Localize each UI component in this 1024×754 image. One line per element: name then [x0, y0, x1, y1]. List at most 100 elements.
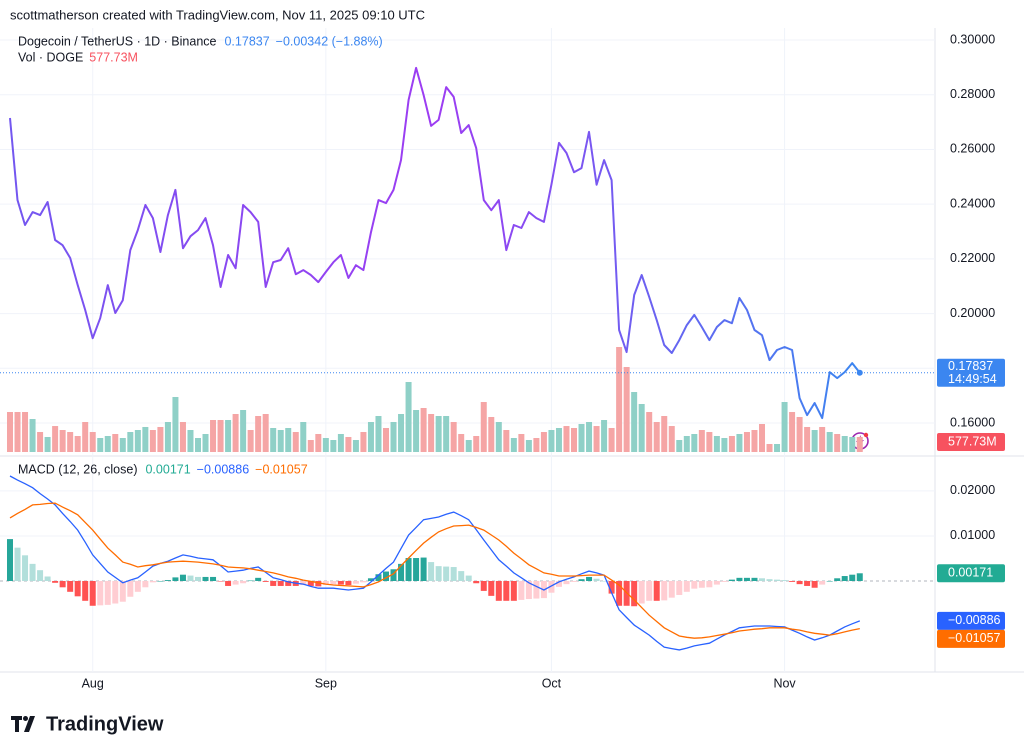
volume-bar	[804, 426, 811, 452]
histogram-bar	[127, 580, 134, 597]
histogram-bar	[398, 563, 405, 581]
volume-bar	[142, 426, 149, 452]
histogram-bar	[255, 577, 262, 581]
volume-bar	[713, 436, 720, 452]
histogram-bar	[849, 574, 856, 581]
histogram-bar	[563, 580, 570, 585]
histogram-bar	[826, 580, 833, 582]
histogram-bar	[789, 580, 796, 582]
volume-bar	[631, 392, 638, 452]
volume-bar	[22, 412, 29, 452]
x-tick-label: Nov	[773, 676, 796, 690]
histogram-bar	[601, 580, 608, 582]
volume-bar	[586, 422, 593, 452]
histogram-bar	[728, 579, 735, 581]
y-tick-label: 0.26000	[950, 142, 995, 156]
histogram-bar	[495, 580, 502, 601]
histogram-bar	[503, 580, 510, 601]
volume-bar	[616, 347, 623, 452]
y-tick-label: 0.28000	[950, 87, 995, 101]
y-tick-label: 0.20000	[950, 306, 995, 320]
histogram-bar	[285, 580, 292, 586]
histogram-bar	[804, 580, 811, 586]
histogram-bar	[420, 557, 427, 581]
volume-bar	[225, 420, 232, 452]
volume-bar	[774, 444, 781, 452]
volume-bar	[751, 430, 758, 452]
volume-bar	[443, 416, 450, 452]
volume-bar	[435, 416, 442, 452]
volume-bar	[307, 440, 314, 452]
volume-bar	[217, 420, 224, 452]
histogram-bar	[488, 580, 495, 596]
volume-bar	[119, 438, 126, 452]
volume-bar	[37, 432, 44, 452]
histogram-bar	[134, 580, 141, 592]
volume-bar	[195, 438, 201, 452]
histogram-bar	[112, 580, 119, 604]
histogram-bar	[736, 577, 743, 581]
histogram-bar	[52, 580, 59, 583]
volume-bar	[781, 402, 788, 452]
histogram-bar	[465, 575, 472, 581]
volume-bar	[789, 412, 796, 452]
volume-bar	[728, 436, 735, 452]
histogram-bar	[834, 578, 841, 581]
histogram-bar	[97, 580, 104, 606]
histogram-bar	[67, 580, 74, 592]
volume-bar	[187, 430, 194, 452]
histogram-bar	[450, 567, 457, 581]
volume-bar	[44, 436, 51, 452]
histogram-bar	[300, 580, 307, 586]
volume-bar	[698, 430, 705, 452]
histogram-bar	[811, 580, 818, 588]
x-tick-label: Aug	[82, 676, 104, 690]
volume-bar	[157, 426, 164, 452]
price-line	[9, 66, 861, 420]
volume-bar	[375, 416, 382, 452]
volume-bar	[398, 414, 405, 452]
price-tag-value: 0.17837	[948, 359, 993, 373]
histogram-bar	[202, 576, 209, 581]
histogram-bar	[179, 574, 186, 581]
credit: scottmatherson created with TradingView.…	[10, 7, 425, 22]
volume-bar	[179, 422, 186, 452]
histogram-bar	[390, 569, 397, 581]
volume-bar	[300, 422, 307, 452]
volume-tag	[937, 432, 1005, 451]
histogram-bar	[638, 580, 645, 604]
histogram-bar	[525, 580, 532, 600]
histogram-bar	[661, 580, 668, 601]
histogram-bar	[691, 580, 698, 589]
legend-text: MACD (12, 26, close)	[18, 462, 137, 476]
volume-bar	[97, 438, 104, 452]
histogram-bar	[7, 539, 13, 581]
legend-text: 0.17837	[224, 34, 269, 48]
legend-text: 577.73M	[89, 50, 138, 64]
histogram-bar	[330, 580, 337, 585]
histogram-bar	[653, 580, 660, 601]
volume-bar	[766, 444, 773, 452]
histogram-bar	[593, 578, 600, 581]
volume-bar	[270, 428, 277, 452]
histogram-tag	[937, 564, 1005, 583]
histogram-bar	[413, 558, 420, 581]
volume-bar	[14, 412, 21, 452]
histogram-bar	[225, 580, 232, 586]
histogram-bar	[586, 576, 593, 581]
volume-bar	[390, 422, 397, 452]
volume-bar	[450, 422, 457, 452]
volume-bar	[601, 420, 608, 452]
histogram-bar	[142, 580, 149, 588]
volume-bar	[89, 432, 96, 452]
price-tag-countdown: 14:49:54	[948, 372, 997, 386]
histogram-bar	[713, 580, 720, 585]
volume-bar	[277, 430, 284, 452]
volume-bar	[525, 440, 532, 452]
histogram-bar	[307, 580, 314, 586]
histogram-bar	[518, 580, 525, 600]
volume-bar	[856, 436, 863, 452]
histogram-bar	[405, 558, 412, 581]
volume-bar	[240, 410, 247, 452]
